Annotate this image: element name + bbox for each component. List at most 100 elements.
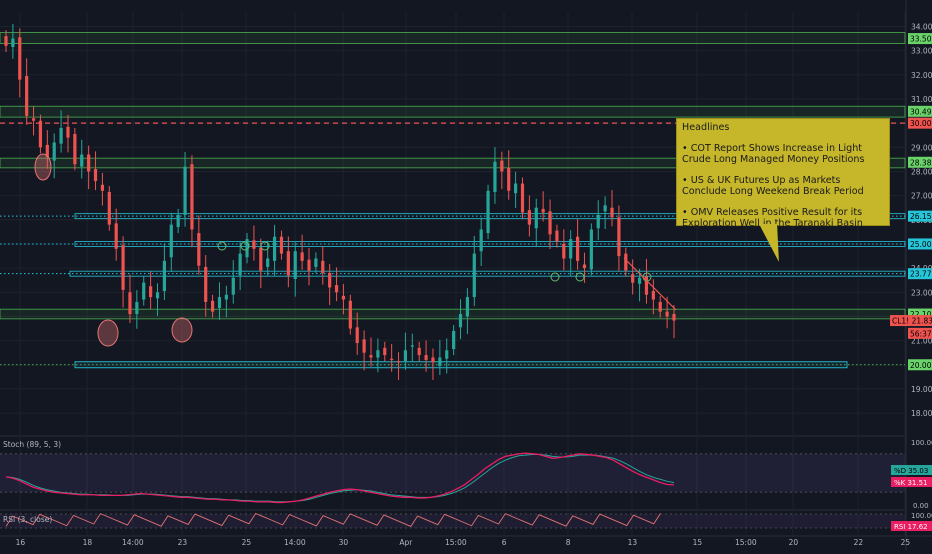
headline-item: • COT Report Shows Increase in Light Cru…	[682, 143, 865, 165]
stoch-title: Stoch (89, 5, 3)	[3, 440, 61, 449]
time-tick-label: 30	[339, 538, 349, 547]
support-zone	[0, 157, 906, 169]
candle-body	[479, 229, 483, 252]
candle-body	[279, 236, 284, 254]
price-tick-label: 18.00	[911, 409, 932, 418]
candle-body	[341, 295, 346, 300]
stoch-panel: Stoch (89, 5, 3) 100.00 0.00 %D 35.03 %K 31.…	[0, 439, 932, 510]
candle-body	[617, 217, 621, 257]
candle-body	[328, 272, 332, 288]
time-tick-label: 20	[789, 538, 799, 547]
time-tick-label: 22	[854, 538, 864, 547]
annotation-circle	[171, 317, 193, 343]
levels-layer	[0, 32, 906, 369]
price-label-tag	[908, 33, 932, 45]
price-label-tag	[908, 117, 932, 129]
candle-body	[155, 292, 160, 299]
price-tick-label: 31.00	[911, 95, 932, 104]
price-tick-label: 32.00	[911, 71, 932, 80]
candle-body	[45, 144, 49, 157]
price-label-text: 30.00	[910, 119, 932, 128]
time-tick-label: 25	[901, 538, 911, 547]
price-label-text: 23.77	[910, 270, 932, 279]
candle-body	[493, 161, 497, 193]
candle-body	[245, 239, 249, 258]
price-tick-label: 23.00	[911, 288, 932, 297]
annotations-layer	[34, 153, 677, 347]
candle-body	[445, 350, 449, 359]
stoch-d-tag	[891, 465, 932, 475]
price-axis: 34.00 33.00 32.00 31.00 30.00 29.00 28.00 27.00…	[890, 22, 932, 418]
candle-body	[582, 264, 587, 269]
candle-body	[569, 239, 573, 259]
candle-body	[238, 253, 242, 276]
price-label-text: 56:37	[910, 329, 932, 338]
candle-body	[369, 355, 373, 358]
annotation-circle	[97, 319, 119, 347]
candle-body	[507, 167, 511, 191]
time-axis: 16 18 14:00 23 25 14:00 30 Apr 15:00 6 8 13 15 15:00 2…	[16, 538, 911, 547]
candle-body	[66, 126, 70, 138]
annotation-oval	[240, 241, 250, 251]
price-tick-label: 28.00	[911, 167, 932, 176]
time-tick-label: 6	[502, 538, 507, 547]
rsi-tick: 100.00	[911, 512, 932, 520]
headlines-title: Headlines	[682, 122, 730, 133]
candle-body	[121, 245, 125, 290]
candle-body	[183, 166, 187, 215]
candle-body	[631, 274, 635, 283]
candle-body	[38, 120, 43, 148]
rsi-title: RSI (3, close)	[3, 515, 52, 524]
stoch-k-label: %K 31.51	[894, 479, 928, 487]
price-tick-label: 33.00	[911, 47, 932, 56]
candle-body	[224, 294, 228, 300]
candle-body	[452, 330, 456, 350]
candle-body	[527, 210, 531, 225]
rsi-line	[5, 512, 661, 527]
candle-body	[665, 311, 669, 317]
candle-body	[59, 127, 63, 144]
stoch-k-line	[5, 452, 675, 504]
annotation-oval	[217, 241, 227, 251]
candle-body	[252, 240, 256, 249]
support-zone	[0, 32, 906, 44]
candle-body	[80, 154, 84, 167]
rsi-tag	[891, 521, 932, 531]
time-tick-label: 14:00	[122, 538, 144, 547]
price-label-text: CL1! 21.83	[892, 317, 932, 326]
price-label-tag	[890, 315, 932, 327]
headlines-callout[interactable]: Headlines • COT Report Shows Increase in…	[676, 118, 890, 229]
candle-body	[217, 297, 222, 308]
time-tick-label: 8	[566, 538, 571, 547]
time-tick-label: 16	[16, 538, 26, 547]
price-label-text: 28.38	[910, 158, 932, 167]
candle-body	[204, 266, 208, 302]
candle-body	[541, 208, 545, 213]
support-zone	[0, 105, 906, 118]
candle-body	[424, 355, 428, 360]
candle-body	[355, 327, 359, 344]
price-label-tag	[908, 327, 932, 339]
stoch-tick: 100.00	[911, 439, 932, 447]
candle-body	[52, 142, 56, 161]
candle-body	[197, 233, 201, 266]
annotation-oval	[575, 272, 585, 282]
candle-body	[534, 207, 538, 229]
candle-body	[334, 285, 339, 293]
candle-body	[500, 160, 504, 172]
candle-body	[31, 118, 36, 121]
price-label-tag	[908, 105, 932, 117]
candle-body	[266, 258, 270, 267]
candle-body	[438, 357, 442, 366]
price-label-text: 22.10	[910, 310, 932, 319]
candle-body	[555, 230, 559, 242]
candle-body	[321, 260, 325, 273]
rsi-label: RSI 17.62	[894, 523, 928, 531]
candle-body	[293, 251, 297, 279]
candle-body	[300, 252, 304, 261]
candle-body	[458, 314, 463, 328]
price-label-text: 30.49	[910, 107, 932, 116]
candle-body	[603, 205, 607, 212]
candle-body	[396, 361, 401, 363]
